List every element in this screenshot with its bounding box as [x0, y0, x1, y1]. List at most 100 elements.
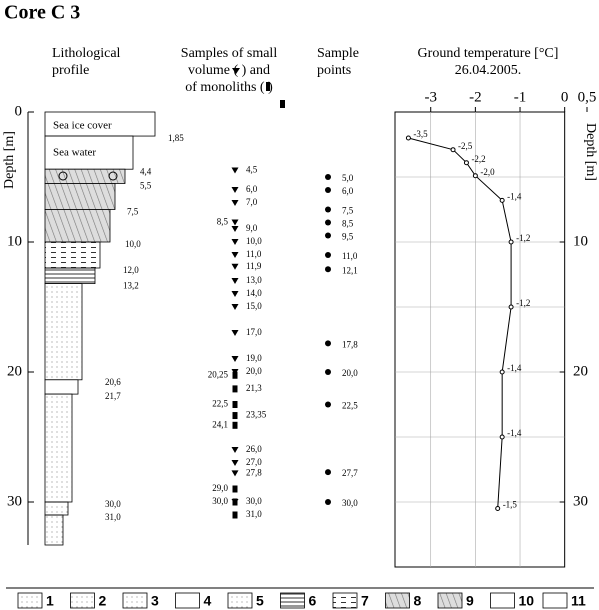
temperature-point — [499, 369, 505, 375]
point-label: 12,1 — [342, 265, 358, 275]
sample-point — [325, 252, 331, 258]
point-label: 27,7 — [342, 468, 358, 478]
layer — [44, 379, 79, 395]
legend-swatch — [385, 592, 410, 609]
sample-point — [325, 499, 331, 505]
temperature-point — [405, 135, 411, 141]
x-tick-label: 0,5 — [578, 89, 597, 105]
layer — [44, 514, 64, 546]
layer-label: Sea water — [53, 147, 96, 159]
point-label: 5,0 — [342, 173, 354, 183]
chart-title: Ground temperature [°C] — [418, 46, 559, 61]
layer-label: Sea ice cover — [53, 120, 112, 132]
sample-label: 14,0 — [246, 288, 262, 298]
sample-label: 29,0 — [212, 483, 228, 493]
depth-label: 30,0 — [105, 499, 121, 509]
depth-label: 20,6 — [105, 377, 121, 387]
x-tick-label: -3 — [424, 89, 437, 105]
sample-label: 11,0 — [246, 249, 262, 259]
sample-label: 10,0 — [246, 236, 262, 246]
header: volume ( ) and — [188, 63, 270, 78]
legend-label: 3 — [151, 593, 159, 609]
legend-swatch — [227, 592, 253, 609]
point-label: 7,5 — [342, 206, 354, 216]
layer — [44, 393, 73, 503]
sample-point — [325, 469, 331, 476]
x-tick-label: 0 — [561, 89, 569, 105]
value-label: -1,5 — [503, 500, 518, 510]
sample-label: 4,5 — [246, 165, 258, 175]
sample-volume — [231, 460, 239, 466]
header: of monoliths ( ) — [185, 80, 273, 95]
legend-swatch — [122, 592, 148, 609]
depth-label: 5,5 — [140, 181, 152, 191]
temperature-point — [499, 434, 505, 440]
temperature-line — [408, 137, 512, 509]
y-tick-label: 10 — [573, 233, 588, 249]
sample-volume — [231, 252, 239, 258]
sample-monolith — [232, 371, 238, 379]
value-label: -1,2 — [516, 233, 530, 243]
point-label: 9,5 — [342, 232, 354, 242]
sample-volume — [231, 187, 239, 193]
sample-monolith — [232, 421, 238, 429]
sample-label: 6,0 — [246, 184, 258, 194]
legend-label: 4 — [204, 593, 212, 609]
point-label: 11,0 — [342, 251, 358, 261]
layer — [44, 183, 116, 210]
sample-label: 13,0 — [246, 275, 262, 285]
depth-label: 13,2 — [123, 281, 139, 291]
sample-label: 19,0 — [246, 353, 262, 363]
triangle-icon — [232, 68, 240, 74]
spiral-icon — [58, 171, 68, 181]
temperature-point — [450, 147, 456, 153]
sample-point — [325, 401, 331, 408]
depth-label: 1,85 — [168, 133, 184, 143]
layer — [44, 241, 101, 269]
legend-swatch — [490, 592, 515, 609]
legend-label: 6 — [309, 593, 317, 609]
chart-subtitle: 26.04.2005. — [455, 63, 522, 78]
legend-swatch — [17, 592, 43, 609]
point-label: 22,5 — [342, 401, 358, 411]
legend-swatch — [542, 592, 568, 609]
sample-point — [325, 266, 331, 273]
header: profile — [52, 63, 89, 78]
depth-label: 10,0 — [125, 239, 141, 249]
legend-label: 1 — [46, 593, 54, 609]
sample-monolith — [232, 385, 238, 393]
point-label: 30,0 — [342, 498, 358, 508]
sample-label: 11,9 — [246, 261, 262, 271]
layer — [44, 267, 96, 285]
value-label: -2,2 — [471, 154, 485, 164]
y-tick-label: 30 — [7, 493, 22, 509]
sample-point — [325, 187, 331, 193]
y-tick-label: 0 — [15, 103, 23, 119]
depth-label: 12,0 — [123, 265, 139, 275]
sample-label: 9,0 — [246, 223, 258, 233]
point-label: 20,0 — [342, 368, 358, 378]
header: points — [317, 63, 351, 78]
legend-label: 7 — [361, 593, 369, 609]
sample-label: 30,0 — [212, 496, 228, 506]
y-tick-label: 20 — [573, 363, 588, 379]
sample-label: 15,0 — [246, 301, 262, 311]
temperature-point — [495, 506, 501, 511]
axis-label: Depth [m] — [2, 131, 17, 189]
value-label: -1,4 — [507, 363, 522, 373]
value-label: -2,5 — [458, 141, 473, 151]
y-tick-label: 30 — [573, 493, 588, 509]
sample-label: 30,0 — [246, 496, 262, 506]
depth-label: 31,0 — [105, 512, 121, 522]
plot-frame — [394, 111, 566, 568]
sample-point — [325, 174, 331, 180]
sample-label: 21,3 — [246, 383, 262, 393]
sample-volume — [231, 356, 239, 362]
sample-label: 27,8 — [246, 467, 262, 477]
sample-label: 7,0 — [246, 197, 258, 207]
layer — [44, 501, 69, 516]
temperature-point — [472, 173, 478, 179]
spiral-icon — [108, 171, 118, 181]
sample-label: 22,5 — [212, 399, 228, 409]
layer — [44, 283, 83, 381]
